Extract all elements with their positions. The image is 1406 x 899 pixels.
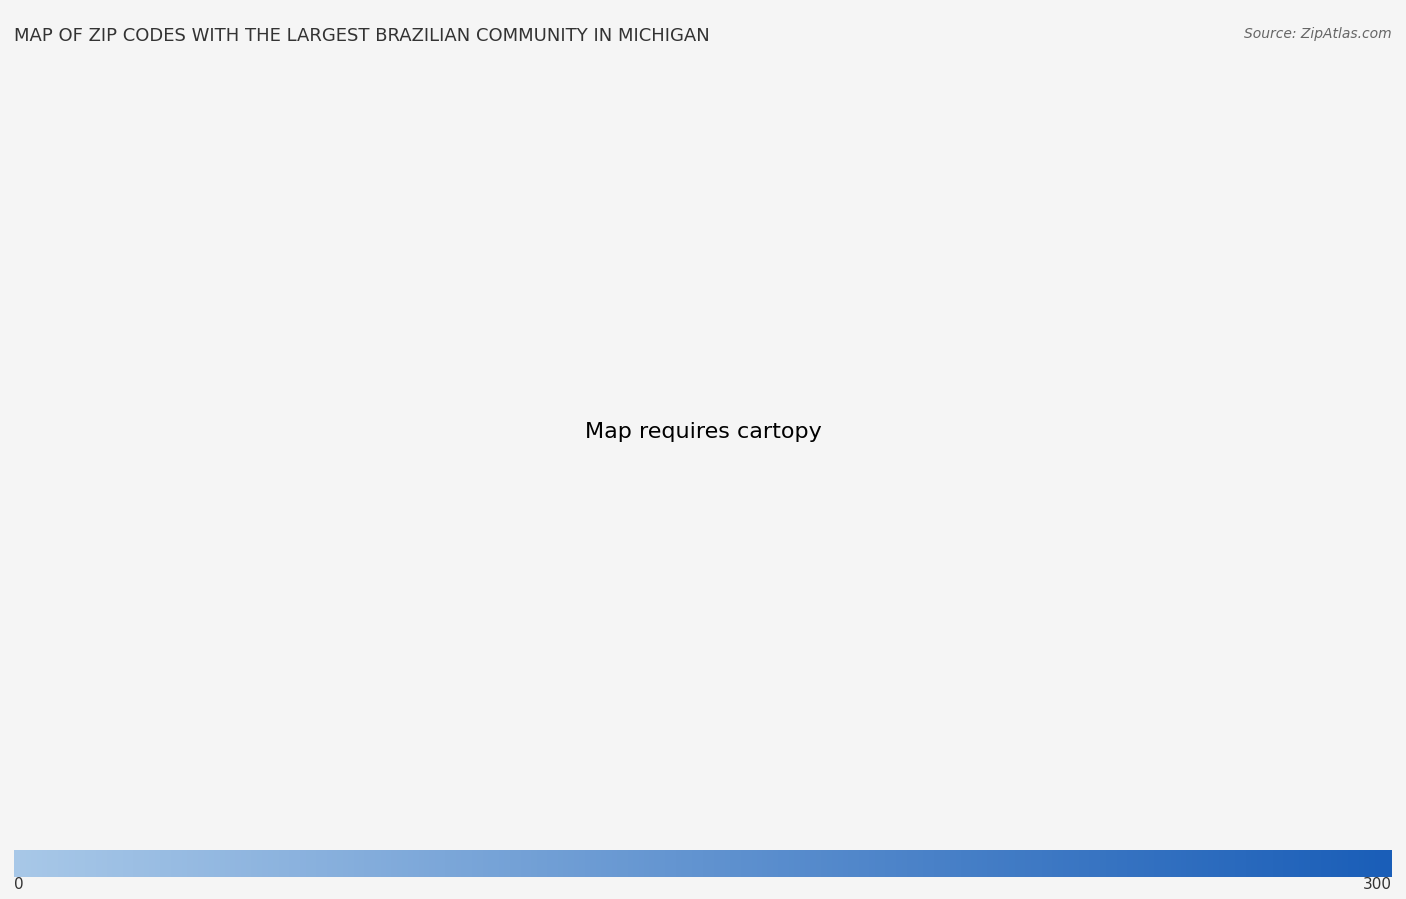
Text: Source: ZipAtlas.com: Source: ZipAtlas.com — [1244, 27, 1392, 41]
Text: MAP OF ZIP CODES WITH THE LARGEST BRAZILIAN COMMUNITY IN MICHIGAN: MAP OF ZIP CODES WITH THE LARGEST BRAZIL… — [14, 27, 710, 45]
Text: 0: 0 — [14, 877, 24, 892]
Text: 300: 300 — [1362, 877, 1392, 892]
Text: Map requires cartopy: Map requires cartopy — [585, 422, 821, 441]
